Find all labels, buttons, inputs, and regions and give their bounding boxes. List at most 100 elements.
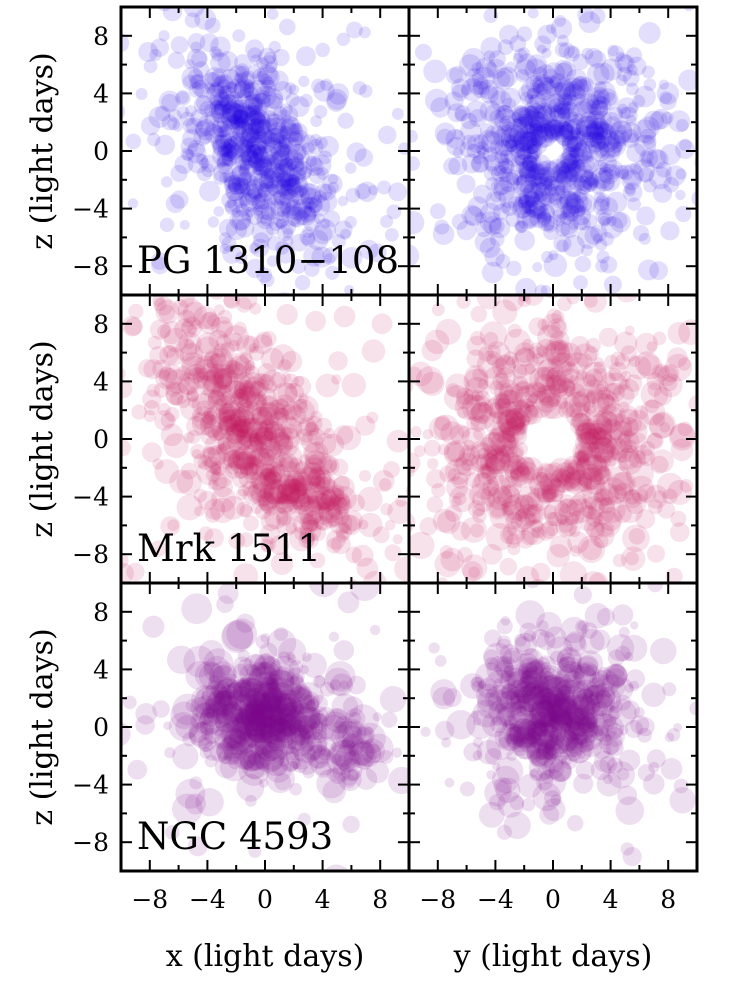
scatter-point xyxy=(222,408,247,433)
scatter-point xyxy=(236,399,255,418)
scatter-point xyxy=(282,188,295,201)
scatter-point xyxy=(647,544,665,563)
scatter-point xyxy=(211,380,228,397)
scatter-point xyxy=(262,85,274,97)
scatter-point xyxy=(537,357,564,384)
scatter-point xyxy=(460,78,485,102)
scatter-point xyxy=(384,671,398,685)
scatter-point xyxy=(409,244,420,267)
scatter-point xyxy=(324,508,344,527)
scatter-point xyxy=(225,424,245,444)
scatter-point xyxy=(205,468,220,482)
scatter-point xyxy=(259,113,271,125)
scatter-point xyxy=(217,406,235,424)
scatter-point xyxy=(271,180,286,195)
scatter-point xyxy=(552,689,576,712)
scatter-point xyxy=(227,192,248,213)
scatter-point xyxy=(323,253,336,265)
scatter-point xyxy=(239,192,260,213)
scatter-point xyxy=(332,484,345,497)
scatter-point xyxy=(523,698,538,713)
scatter-point xyxy=(289,483,301,496)
scatter-point xyxy=(295,460,309,475)
scatter-point xyxy=(257,183,276,202)
scatter-point xyxy=(224,100,240,116)
scatter-point xyxy=(299,527,316,544)
scatter-point xyxy=(593,533,609,549)
scatter-point xyxy=(238,103,253,118)
scatter-point xyxy=(271,434,292,455)
scatter-point xyxy=(222,450,241,468)
scatter-point xyxy=(255,703,267,715)
scatter-point xyxy=(585,368,604,387)
scatter-point xyxy=(237,191,252,206)
scatter-point xyxy=(267,117,286,137)
scatter-point xyxy=(191,406,216,430)
scatter-point xyxy=(575,115,598,138)
scatter-point xyxy=(319,455,340,476)
scatter-point xyxy=(531,748,550,767)
scatter-point xyxy=(528,471,553,496)
scatter-point xyxy=(549,73,567,90)
scatter-point xyxy=(348,739,375,766)
scatter-point xyxy=(260,660,269,670)
scatter-point xyxy=(628,355,641,367)
scatter-point xyxy=(490,191,502,203)
scatter-point xyxy=(263,136,283,157)
scatter-point xyxy=(593,448,617,472)
scatter-point xyxy=(496,656,513,673)
scatter-point xyxy=(308,198,323,214)
scatter-point xyxy=(653,386,673,406)
scatter-point xyxy=(534,714,549,728)
scatter-point xyxy=(234,415,247,428)
scatter-point xyxy=(546,675,563,692)
scatter-point xyxy=(183,7,205,18)
scatter-point xyxy=(624,428,635,439)
scatter-point xyxy=(217,125,230,138)
scatter-point xyxy=(575,728,595,748)
scatter-point xyxy=(292,512,315,535)
scatter-point xyxy=(319,218,331,229)
scatter-point xyxy=(534,737,544,747)
scatter-point xyxy=(542,692,553,703)
scatter-point xyxy=(561,130,584,153)
scatter-point xyxy=(548,707,574,733)
scatter-point xyxy=(314,433,337,455)
scatter-point xyxy=(521,519,547,545)
scatter-point xyxy=(536,44,547,55)
scatter-point xyxy=(460,673,486,699)
scatter-point xyxy=(217,402,238,423)
scatter-point xyxy=(223,728,247,751)
scatter-point xyxy=(250,158,268,176)
scatter-point xyxy=(551,310,565,324)
scatter-point xyxy=(624,325,635,336)
scatter-point xyxy=(488,380,504,396)
scatter-point xyxy=(610,440,634,463)
scatter-point xyxy=(244,713,274,743)
scatter-point xyxy=(226,419,249,442)
scatter-point xyxy=(306,519,319,531)
scatter-point xyxy=(520,709,551,739)
scatter-point xyxy=(262,87,283,109)
scatter-point xyxy=(560,702,589,731)
scatter-point xyxy=(614,408,643,437)
scatter-point xyxy=(283,469,305,491)
scatter-point xyxy=(567,162,582,177)
scatter-point xyxy=(160,423,184,447)
scatter-point xyxy=(282,676,307,701)
scatter-point xyxy=(381,711,398,728)
y-tick-label: 0 xyxy=(93,425,109,454)
scatter-point xyxy=(203,373,224,394)
scatter-point xyxy=(212,476,233,498)
scatter-point xyxy=(576,225,601,249)
scatter-point xyxy=(294,275,311,291)
scatter-point xyxy=(238,729,268,759)
scatter-point xyxy=(266,674,284,692)
scatter-point xyxy=(186,388,200,402)
scatter-point xyxy=(475,212,487,224)
scatter-point xyxy=(264,659,281,677)
scatter-point xyxy=(590,133,606,149)
scatter-point xyxy=(212,398,229,416)
scatter-point xyxy=(303,486,318,501)
scatter-point xyxy=(232,678,252,698)
